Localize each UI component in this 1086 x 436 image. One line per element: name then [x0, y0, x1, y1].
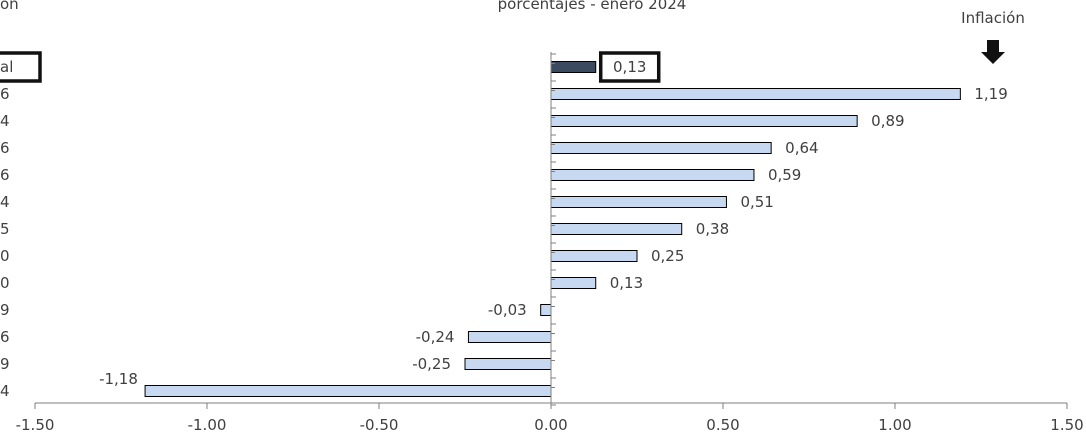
category-highlight-box	[0, 51, 42, 83]
axis-layer: -1.50 -1.00 -0.50 0.00 0.50 1.00 1.50	[16, 52, 1084, 434]
category-label: al	[0, 58, 13, 76]
x-tick-label: 0.50	[706, 416, 739, 434]
category-label: 9	[0, 355, 10, 373]
category-label: 5	[0, 220, 10, 238]
bar	[540, 304, 552, 316]
category-label: 4	[0, 193, 10, 211]
x-tick-label: -0.50	[360, 416, 399, 434]
x-tick-label: 0.00	[534, 416, 567, 434]
down-arrow-icon	[981, 40, 1005, 64]
category-label: 0	[0, 274, 10, 292]
x-tick-label: -1.00	[188, 416, 227, 434]
bar	[550, 115, 858, 127]
x-tick-label: 1.00	[878, 416, 911, 434]
bar	[467, 331, 552, 343]
bar	[550, 88, 961, 100]
bar	[550, 196, 727, 208]
category-label: 6	[0, 166, 10, 184]
value-label: -1,18	[99, 370, 138, 388]
bar	[550, 223, 683, 235]
value-label: 0,13	[613, 58, 646, 76]
category-label: 0	[0, 247, 10, 265]
chart-subtitle: porcentajes - enero 2024	[498, 0, 687, 13]
value-highlight-box	[598, 51, 661, 83]
category-label: 6	[0, 328, 10, 346]
bar	[144, 385, 552, 397]
value-label: 0,51	[740, 193, 773, 211]
value-label: 0,89	[871, 112, 904, 130]
value-label: 0,38	[696, 220, 729, 238]
value-label: 0,25	[651, 247, 684, 265]
category-label: 4	[0, 382, 10, 400]
x-tick-label: 1.50	[1050, 416, 1083, 434]
value-label: 0,13	[610, 274, 643, 292]
bar	[550, 277, 597, 289]
bar	[550, 169, 755, 181]
inflation-label: Inflación	[961, 9, 1025, 27]
x-tick-label: -1.50	[16, 416, 55, 434]
left-title-fragment: ón	[0, 0, 19, 13]
value-label: -0,03	[488, 301, 527, 319]
bars-layer: 0,13 al 1,19 6 0,89 4 0,64 6 0,59 6 0,51 4 0,38 5 0,25…	[0, 51, 1008, 400]
value-label: -0,24	[416, 328, 455, 346]
value-label: 1,19	[974, 85, 1007, 103]
bar	[550, 250, 638, 262]
category-label: 6	[0, 139, 10, 157]
value-label: 0,59	[768, 166, 801, 184]
category-label: 9	[0, 301, 10, 319]
category-label: 6	[0, 85, 10, 103]
bar	[550, 142, 772, 154]
bar	[464, 358, 552, 370]
value-label: -0,25	[412, 355, 451, 373]
category-label: 4	[0, 112, 10, 130]
value-label: 0,64	[785, 139, 818, 157]
bar	[550, 61, 597, 73]
